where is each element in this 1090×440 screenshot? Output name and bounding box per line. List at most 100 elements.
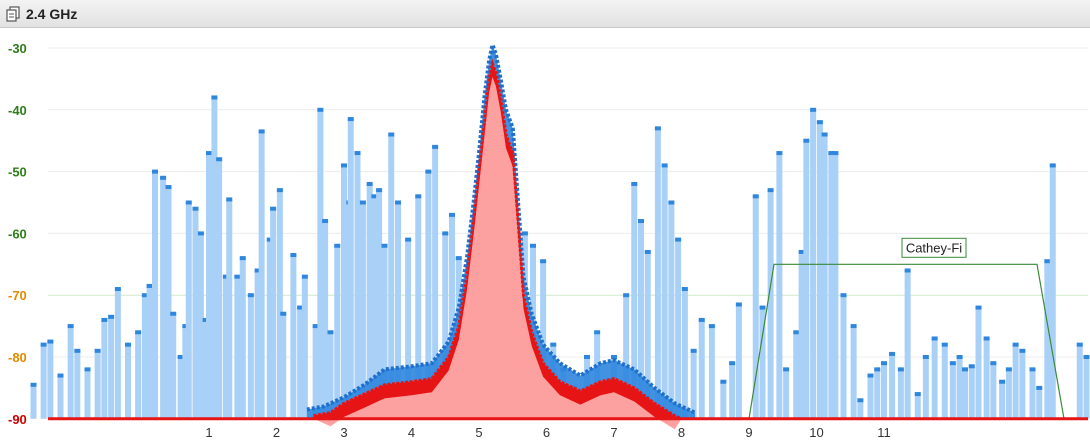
max-dot — [442, 231, 449, 236]
x-tick-label: 3 — [340, 425, 347, 440]
max-dot — [270, 206, 277, 211]
max-dot — [874, 367, 881, 372]
max-dot — [376, 188, 383, 193]
max-bar — [1083, 357, 1090, 419]
max-bar — [1005, 369, 1012, 419]
max-dot — [247, 293, 254, 298]
max-dot — [317, 107, 324, 112]
max-bar — [638, 221, 644, 419]
max-bar — [84, 369, 91, 419]
max-dot — [47, 339, 54, 344]
max-bar — [816, 122, 823, 419]
max-bar — [135, 332, 142, 419]
max-dot — [135, 330, 142, 335]
max-dot — [226, 197, 233, 202]
max-dot — [160, 175, 167, 180]
max-dot — [322, 219, 329, 224]
max-dot — [540, 259, 547, 264]
max-dot — [1005, 367, 1012, 372]
max-bar — [197, 233, 204, 419]
max-dot — [165, 185, 172, 190]
max-dot — [708, 324, 715, 329]
max-dot — [897, 367, 904, 372]
max-bar — [258, 131, 265, 419]
max-bar — [322, 221, 329, 419]
max-dot — [735, 302, 742, 307]
max-dot — [425, 169, 432, 174]
max-dot — [638, 219, 644, 224]
max-dot — [889, 351, 896, 356]
max-dot — [185, 200, 192, 205]
max-bar — [889, 353, 896, 419]
max-dot — [1049, 163, 1056, 168]
max-dot — [141, 293, 148, 298]
max-bar — [449, 214, 455, 419]
max-bar — [141, 295, 148, 419]
max-bar — [1076, 344, 1083, 419]
max-bar — [983, 338, 990, 419]
max-dot — [146, 283, 153, 288]
max-bar — [125, 344, 131, 419]
max-bar — [914, 394, 921, 419]
x-tick-label: 5 — [475, 425, 482, 440]
max-dot — [922, 355, 929, 359]
max-bar — [644, 251, 651, 419]
max-dot — [594, 330, 601, 335]
max-bar — [828, 153, 835, 419]
max-bar — [735, 304, 742, 419]
max-dot — [254, 268, 261, 273]
max-dot — [354, 151, 361, 156]
max-dot — [297, 305, 304, 310]
max-bar — [956, 357, 963, 419]
y-tick-label: -90 — [8, 412, 27, 427]
y-tick-label: -30 — [8, 41, 27, 56]
max-dot — [371, 194, 378, 199]
max-bar — [182, 326, 189, 419]
max-dot — [975, 305, 982, 310]
max-dot — [611, 355, 617, 359]
x-tick-label: 1 — [205, 425, 212, 440]
max-dot — [767, 188, 774, 193]
max-bar — [968, 366, 975, 419]
max-bar — [729, 363, 736, 419]
y-tick-label: -40 — [8, 103, 27, 118]
max-bar — [793, 332, 800, 419]
max-bar — [266, 239, 273, 419]
max-dot — [101, 317, 108, 322]
max-dot — [962, 367, 968, 372]
max-dot — [983, 336, 990, 341]
max-bar — [752, 196, 759, 419]
y-tick-label: -70 — [8, 288, 27, 303]
y-tick-label: -60 — [8, 226, 27, 241]
max-dot — [182, 324, 189, 329]
max-bar — [857, 400, 864, 419]
max-bar — [114, 289, 121, 419]
max-bar — [962, 369, 968, 419]
max-bar — [239, 258, 246, 419]
max-envelope-edge — [306, 37, 696, 415]
max-dot — [999, 379, 1006, 384]
max-bar — [425, 171, 432, 419]
max-dot — [40, 342, 47, 347]
max-bar — [931, 338, 938, 419]
max-bar — [654, 128, 661, 419]
max-dot — [521, 231, 528, 236]
max-dot — [783, 367, 790, 372]
max-bar — [395, 202, 401, 419]
max-bar — [850, 326, 857, 419]
max-bar — [354, 153, 361, 419]
max-bar — [94, 350, 101, 419]
max-bar — [74, 350, 81, 419]
max-bar — [160, 177, 167, 419]
max-dot — [968, 364, 975, 369]
max-bar — [202, 319, 209, 419]
max-bar — [301, 276, 308, 419]
max-dot — [405, 237, 412, 242]
max-bar — [1012, 344, 1019, 419]
max-dot — [661, 163, 668, 168]
max-bar — [661, 165, 668, 419]
title-bar: 2.4 GHz — [0, 0, 1090, 28]
max-bar — [108, 316, 115, 419]
max-dot — [57, 373, 64, 378]
max-dot — [698, 317, 705, 322]
